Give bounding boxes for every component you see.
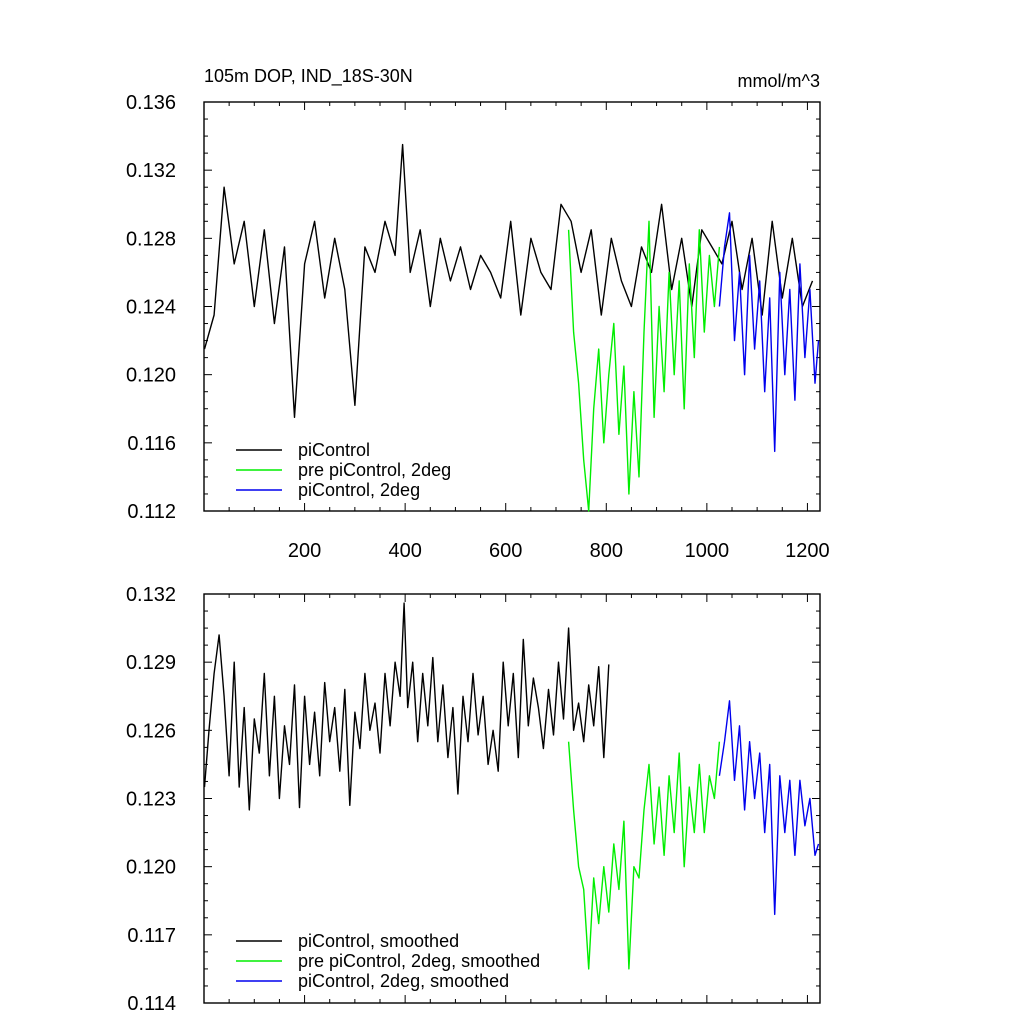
- legend-label-picontrol-smoothed: piControl, smoothed: [298, 931, 459, 951]
- y-tick-label: 0.136: [126, 92, 176, 114]
- series-line-2: [718, 212, 820, 453]
- axis-ticks-top: 0.112 0.116 0.120 0.124 0.128 0.132 0.136 200 40…: [126, 92, 830, 562]
- series-lines-top: [203, 143, 820, 512]
- legend-label-picontrol-2deg: piControl, 2deg: [298, 480, 420, 500]
- x-tick-label: 200: [288, 540, 321, 562]
- legend-label-pre-picontrol-2deg-smoothed: pre piControl, 2deg, smoothed: [298, 951, 540, 971]
- top-panel: 105m DOP, IND_18S-30N mmol/m^3 0.1120.11…: [126, 66, 830, 562]
- y-tick-label: 0.132: [126, 160, 176, 182]
- y-tick-label: 0.114: [127, 993, 176, 1015]
- series-line-2: [718, 700, 820, 916]
- x-tick-label: 1200: [785, 540, 830, 562]
- y-tick-label: 0.112: [127, 501, 176, 523]
- legend-bottom: piControl, smoothed pre piControl, 2deg,…: [236, 931, 540, 991]
- x-tick-label: 600: [489, 540, 522, 562]
- legend-label-pre-picontrol-2deg: pre piControl, 2deg: [298, 460, 451, 480]
- y-tick-label: 0.132: [126, 584, 176, 606]
- series-lines-bottom: [203, 602, 820, 970]
- axis-ticks-bottom: 0.114 0.117 0.120 0.123 0.126 0.129 0.132: [126, 584, 820, 1015]
- chart-title: 105m DOP, IND_18S-30N: [204, 66, 413, 87]
- y-tick-label: 0.126: [126, 720, 176, 742]
- x-tick-label: 400: [388, 540, 421, 562]
- units-label: mmol/m^3: [738, 71, 820, 91]
- series-line-1: [567, 741, 721, 970]
- legend-label-picontrol-2deg-smoothed: piControl, 2deg, smoothed: [298, 971, 509, 991]
- y-tick-label: 0.123: [126, 789, 176, 811]
- y-tick-label: 0.120: [126, 365, 176, 387]
- y-tick-label: 0.116: [127, 433, 176, 455]
- plot-frame-top: [203, 101, 821, 512]
- y-tick-label: 0.120: [126, 857, 176, 879]
- x-tick-label: 1000: [685, 540, 730, 562]
- bottom-panel: 0.114 0.117 0.120 0.123 0.126 0.129 0.132 piCo…: [126, 584, 821, 1015]
- y-tick-label: 0.124: [126, 297, 176, 319]
- y-tick-label: 0.128: [126, 228, 176, 250]
- plot-frame-bottom: [203, 593, 821, 1004]
- legend-label-picontrol: piControl: [298, 440, 370, 460]
- x-tick-label: 800: [590, 540, 623, 562]
- y-tick-label: 0.117: [127, 925, 176, 947]
- series-line-0: [203, 143, 814, 418]
- series-line-1: [567, 220, 721, 512]
- y-tick-label: 0.129: [126, 652, 176, 674]
- series-line-0: [203, 602, 610, 811]
- legend-top: piControl pre piControl, 2deg piControl,…: [236, 440, 451, 500]
